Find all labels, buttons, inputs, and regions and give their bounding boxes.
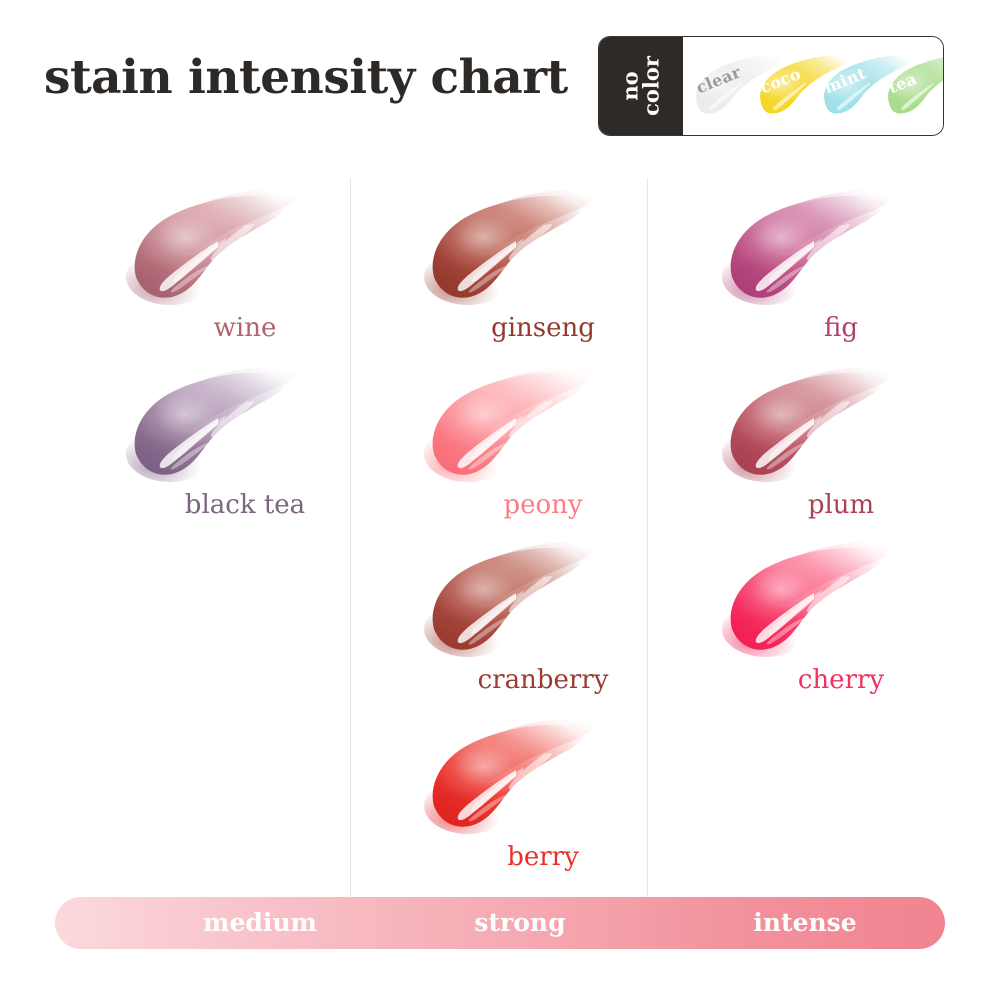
no-color-panel: no color xyxy=(599,37,683,135)
swatch-berry[interactable]: berry xyxy=(418,714,718,889)
swatch-cranberry-label: cranberry xyxy=(477,665,609,695)
swatch-fig-label: fig xyxy=(824,313,858,343)
swatch-plum-art xyxy=(716,362,966,502)
swatch-wine-label: wine xyxy=(213,313,277,343)
swatch-black-tea[interactable]: black tea xyxy=(120,362,420,537)
swatch-fig[interactable]: fig xyxy=(716,185,1000,360)
no-color-line-2: color xyxy=(639,56,664,116)
legend-swatch-tea-art xyxy=(881,49,943,127)
swatch-wine-art xyxy=(120,185,370,325)
swatch-wine[interactable]: wine xyxy=(120,185,420,360)
page-title: stain intensity chart xyxy=(44,50,568,105)
column-divider-strong xyxy=(350,178,351,898)
legend-swatch-mint-art xyxy=(817,49,913,127)
swatch-ginseng-label: ginseng xyxy=(491,313,595,343)
swatch-plum[interactable]: plum xyxy=(716,362,1000,537)
swatch-ginseng[interactable]: ginseng xyxy=(418,185,718,360)
swatch-black-tea-art xyxy=(120,362,370,502)
swatch-peony[interactable]: peony xyxy=(418,362,718,537)
legend-swatch-tea[interactable]: tea xyxy=(881,49,943,127)
swatch-cherry[interactable]: cherry xyxy=(716,537,1000,712)
swatch-cherry-art xyxy=(716,537,966,677)
swatch-peony-label: peony xyxy=(503,490,583,520)
intensity-label-intense: intense xyxy=(753,908,857,937)
intensity-label-strong: strong xyxy=(474,908,566,937)
swatch-fig-art xyxy=(716,185,966,325)
legend-swatch-coco-art xyxy=(753,49,849,127)
intensity-scale-bar: medium strong intense xyxy=(55,897,945,949)
swatch-plum-label: plum xyxy=(807,490,875,520)
no-color-line-1: no xyxy=(617,71,643,101)
swatch-peony-art xyxy=(418,362,668,502)
no-color-panel-text: no color xyxy=(617,56,664,116)
swatch-berry-label: berry xyxy=(507,842,579,872)
legend-swatch-clear[interactable]: clear xyxy=(689,49,785,127)
legend-swatch-clear-art xyxy=(689,49,785,127)
swatch-ginseng-art xyxy=(418,185,668,325)
swatch-cranberry[interactable]: cranberry xyxy=(418,537,718,712)
legend-swatch-strip: clear coco mint xyxy=(683,37,943,135)
intensity-label-medium: medium xyxy=(203,908,317,937)
swatch-berry-art xyxy=(418,714,668,854)
legend-swatch-mint[interactable]: mint xyxy=(817,49,913,127)
swatch-cranberry-art xyxy=(418,537,668,677)
swatch-black-tea-label: black tea xyxy=(184,490,306,520)
no-color-legend: no color clear coco xyxy=(598,36,944,136)
column-divider-intense xyxy=(647,178,648,898)
swatch-cherry-label: cherry xyxy=(797,665,885,695)
legend-swatch-coco[interactable]: coco xyxy=(753,49,849,127)
